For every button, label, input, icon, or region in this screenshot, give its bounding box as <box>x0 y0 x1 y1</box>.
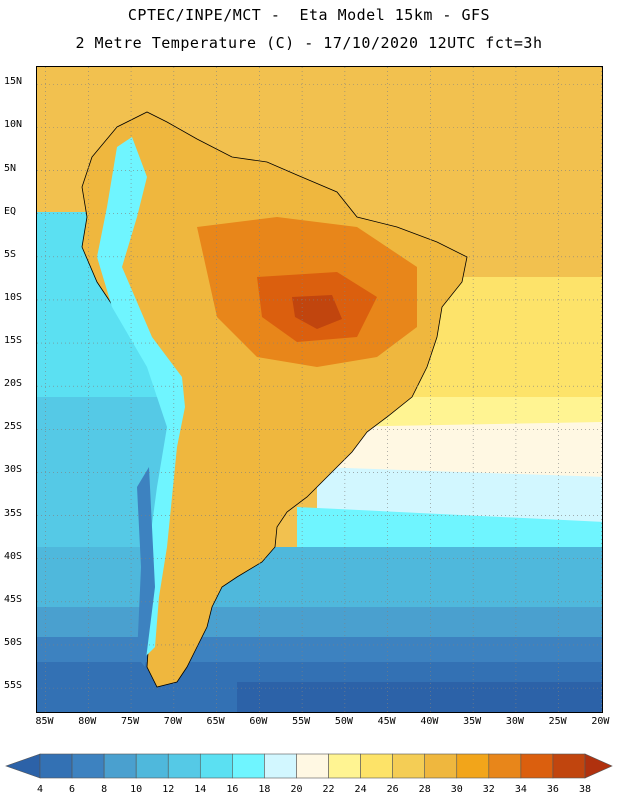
colorbar-swatch <box>135 753 169 779</box>
latitude-label: 55S <box>4 680 23 692</box>
latitude-label: 20S <box>4 378 23 390</box>
colorbar-label: 6 <box>69 784 76 795</box>
andes-cold-strip <box>97 137 185 657</box>
latitude-label: 30S <box>4 464 23 476</box>
ocean-6c-band <box>237 682 602 712</box>
colorbar-swatch <box>39 753 73 779</box>
colorbar-label: 28 <box>418 784 431 795</box>
colorbar-swatch <box>296 753 329 779</box>
latitude-label: 15N <box>4 76 23 88</box>
longitude-label: 80W <box>78 716 97 727</box>
latitude-label: 15S <box>4 335 23 347</box>
colorbar-swatch <box>103 753 137 779</box>
longitude-label: 75W <box>121 716 140 727</box>
latitude-label: 5N <box>4 162 17 174</box>
colorbar-label: 36 <box>546 784 559 795</box>
longitude-label: 35W <box>463 716 482 727</box>
colorbar-arrow-low <box>5 753 41 779</box>
temperature-map <box>36 66 603 713</box>
longitude-label: 60W <box>249 716 268 727</box>
longitude-label: 40W <box>420 716 439 727</box>
latitude-label: 40S <box>4 550 23 562</box>
colorbar-label: 30 <box>450 784 463 795</box>
colorbar-label: 16 <box>226 784 239 795</box>
colorbar-swatch <box>264 753 297 779</box>
colorbar-label: 4 <box>36 784 44 795</box>
colorbar-label: 10 <box>130 784 143 795</box>
graticule <box>37 67 602 712</box>
longitude-label: 25W <box>548 716 567 727</box>
colorbar-swatch <box>488 753 522 779</box>
latitude-label: 45S <box>4 593 23 605</box>
latitude-label: 10N <box>4 119 23 131</box>
colorbar-label: 14 <box>194 784 207 795</box>
longitude-label: 30W <box>505 716 524 727</box>
colorbar <box>5 753 613 779</box>
longitude-label: 65W <box>206 716 225 727</box>
map-canvas <box>37 67 602 712</box>
chart-title-line-2: 2 Metre Temperature (C) - 17/10/2020 12U… <box>75 34 543 52</box>
colorbar-swatch <box>424 753 458 779</box>
colorbar-swatch <box>167 753 201 779</box>
longitude-label: 55W <box>292 716 311 727</box>
colorbar-label: 22 <box>322 784 335 795</box>
colorbar-label: 8 <box>101 784 108 795</box>
colorbar-label: 20 <box>290 784 303 795</box>
latitude-label: 35S <box>4 507 23 519</box>
latitude-label: 10S <box>4 291 23 303</box>
latitude-label: EQ <box>4 205 17 217</box>
latitude-label: 50S <box>4 636 23 648</box>
colorbar-swatch <box>328 753 361 779</box>
latitude-label: 25S <box>4 421 23 433</box>
colorbar-label: 12 <box>162 784 175 795</box>
colorbar-arrow-high <box>584 753 613 779</box>
longitude-label: 85W <box>35 716 54 727</box>
latitude-label: 5S <box>4 248 17 260</box>
colorbar-swatch <box>392 753 426 779</box>
colorbar-label: 38 <box>578 784 592 795</box>
colorbar-label: 26 <box>386 784 399 795</box>
colorbar-swatch <box>232 753 265 779</box>
longitude-label: 70W <box>163 716 182 727</box>
colorbar-swatch <box>552 753 586 779</box>
andes-coldest <box>137 467 155 667</box>
colorbar-swatch <box>199 753 233 779</box>
colorbar-label: 24 <box>354 784 367 795</box>
colorbar-swatch <box>520 753 554 779</box>
colorbar-swatch <box>456 753 490 779</box>
longitude-label: 45W <box>377 716 396 727</box>
chart-title-line-1: CPTEC/INPE/MCT - Eta Model 15km - GFS <box>127 6 491 24</box>
colorbar-label: 32 <box>482 784 495 795</box>
hottest-zone <box>292 295 342 329</box>
colorbar-label: 34 <box>514 784 527 795</box>
colorbar-swatch <box>71 753 105 779</box>
colorbar-swatch <box>360 753 393 779</box>
longitude-label: 50W <box>334 716 353 727</box>
colorbar-label: 18 <box>258 784 271 795</box>
longitude-label: 20W <box>591 716 610 727</box>
